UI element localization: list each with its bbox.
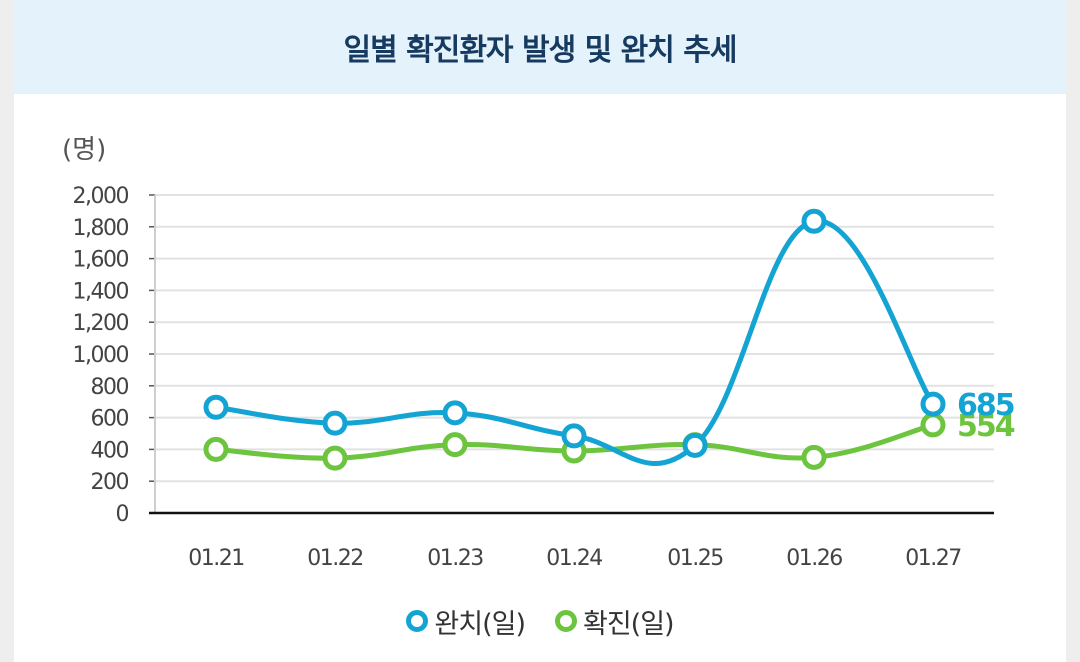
end-label-confirmed: 554: [957, 409, 1015, 444]
data-point-recovered: [801, 208, 827, 234]
y-tick-label: 1,000: [73, 343, 129, 368]
y-unit-label: (명): [62, 135, 106, 165]
x-tick-label: 01.27: [905, 546, 961, 571]
x-tick-label: 01.24: [546, 546, 602, 571]
series-line-recovered: [213, 218, 936, 467]
x-tick-label: 01.23: [427, 546, 483, 571]
legend-marker-recovered-icon: [406, 610, 429, 632]
x-tick-label: 01.22: [307, 546, 362, 571]
data-point-confirmed: [801, 444, 827, 470]
data-point-confirmed: [203, 436, 229, 462]
y-tick-label: 400: [91, 438, 129, 463]
data-point-confirmed: [442, 432, 468, 458]
y-tick-label: 1,800: [73, 216, 129, 241]
x-tick-label: 01.21: [188, 546, 243, 571]
data-point-recovered: [682, 432, 708, 458]
end-label-recovered: 685: [957, 388, 1014, 423]
data-point-recovered: [322, 410, 348, 436]
legend-item-confirmed[interactable]: 확진(일): [555, 602, 675, 641]
legend-label-recovered: 완치(일): [434, 608, 526, 640]
line-chart: (명) 0 200 400 600 800 1,000 1,200 1,400 1,600 1,80…: [62, 135, 1017, 571]
chart-title: 일별 확진환자 발생 및 완치 추세: [343, 33, 737, 68]
y-tick-label: 0: [116, 502, 129, 527]
y-tick-label: 800: [91, 375, 129, 400]
data-point-confirmed: [322, 445, 348, 471]
legend-marker-confirmed-icon: [555, 610, 577, 632]
chart-header: 일별 확진환자 발생 및 완치 추세: [14, 0, 1066, 94]
data-point-confirmed: [920, 412, 946, 438]
data-point-recovered: [920, 391, 946, 417]
y-tick-label: 1,400: [73, 279, 129, 304]
y-tick-label: 2,000: [73, 184, 129, 209]
legend-label-confirmed: 확진(일): [583, 608, 675, 640]
y-tick-label: 200: [91, 470, 129, 495]
x-tick-label: 01.25: [667, 546, 723, 571]
chart-card: 일별 확진환자 발생 및 완치 추세 (명) 0 200 400 600 800 1,000…: [14, 0, 1066, 662]
y-tick-label: 1,600: [73, 248, 129, 273]
data-point-recovered: [442, 400, 468, 426]
data-point-recovered: [561, 423, 587, 449]
data-point-recovered: [203, 394, 229, 420]
y-tick-label: 1,200: [73, 311, 129, 336]
y-tick-label: 600: [91, 407, 129, 432]
x-tick-label: 01.26: [786, 546, 842, 571]
chart-legend: 완치(일) 확진(일): [14, 596, 1066, 646]
legend-item-recovered[interactable]: 완치(일): [406, 602, 526, 641]
